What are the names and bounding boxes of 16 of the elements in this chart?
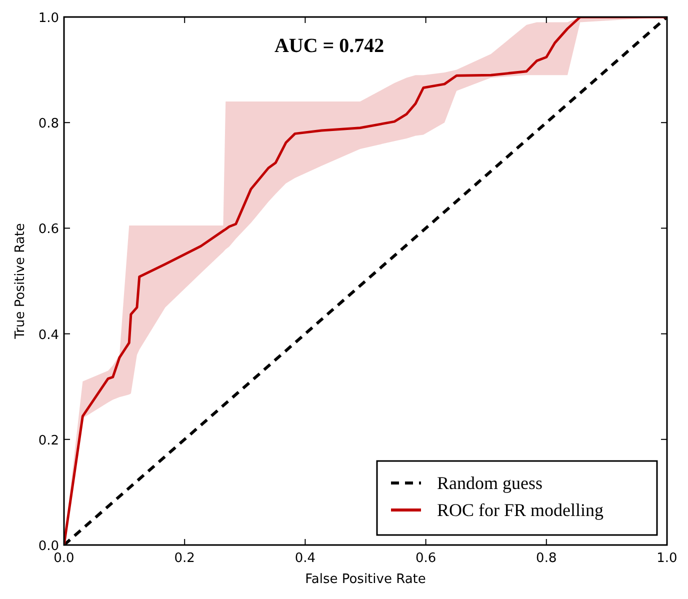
legend-label: ROC for FR modelling xyxy=(437,500,604,520)
x-axis-title: False Positive Rate xyxy=(305,572,426,587)
x-tick-label: 0.4 xyxy=(294,551,316,566)
y-tick-label: 0.6 xyxy=(38,222,59,238)
x-tick-label: 0.2 xyxy=(174,551,195,566)
y-tick-label: 0.8 xyxy=(38,116,59,132)
y-tick-label: 0.4 xyxy=(38,328,59,343)
x-tick-label: 0.6 xyxy=(415,551,436,566)
legend-label: Random guess xyxy=(437,473,542,493)
x-tick-label: 1.0 xyxy=(656,551,678,566)
y-axis-title: True Positive Rate xyxy=(13,223,28,340)
y-tick-label: 0.2 xyxy=(38,433,59,448)
annotation: AUC = 0.742 xyxy=(274,35,384,57)
x-tick-label: 0.8 xyxy=(536,551,557,566)
x-tick-label: 0.0 xyxy=(54,551,74,566)
y-tick-label: 1.0 xyxy=(38,11,59,26)
